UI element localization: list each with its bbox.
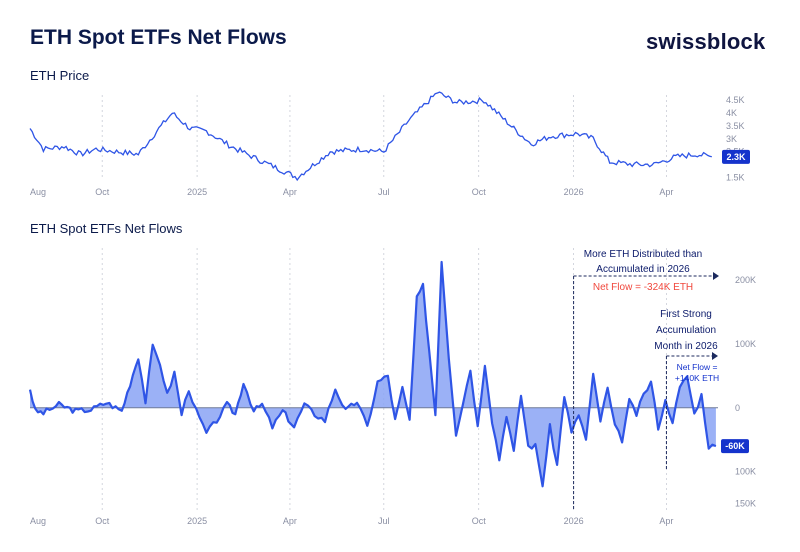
price-y-tick-label: 4K (726, 108, 737, 118)
flow-x-tick-label: Oct (472, 516, 487, 526)
annotation-apr-arrowhead (712, 352, 718, 360)
annotation-accumulation-line3: Month in 2026 (654, 341, 718, 352)
flow-y-tick-label: 200K (735, 275, 756, 285)
flow-x-tick-label: 2026 (564, 516, 584, 526)
flow-current-badge (721, 439, 749, 454)
flow-y-tick-label: 0 (735, 403, 740, 413)
price-x-tick-label: Oct (472, 187, 487, 197)
annotation-netflow-positive-line1: Net Flow = (677, 362, 718, 372)
annotation-netflow-positive-line2: +140K ETH (675, 373, 719, 383)
price-x-tick-label: Aug (30, 187, 46, 197)
flow-x-tick-label: Apr (283, 516, 297, 526)
price-x-tick-label: Apr (283, 187, 297, 197)
flow-current-label: -60K (725, 441, 745, 451)
annotation-distributed-line2: Accumulated in 2026 (596, 264, 690, 275)
flows-panel-title: ETH Spot ETFs Net Flows (30, 221, 183, 236)
flow-series-line (28, 260, 717, 488)
annotation-distributed-line1: More ETH Distributed than (584, 249, 702, 260)
price-current-label: 2.3K (726, 152, 746, 162)
annotation-accumulation-line2: Accumulation (656, 325, 716, 336)
price-x-tick-label: Oct (95, 187, 110, 197)
price-y-tick-label: 3.5K (726, 121, 745, 131)
annotation-accumulation-line1: First Strong (660, 309, 712, 320)
price-current-badge (722, 149, 750, 164)
flow-y-tick-label: 150K (735, 499, 756, 509)
price-x-tick-label: 2025 (187, 187, 207, 197)
chart-title: ETH Spot ETFs Net Flows (30, 26, 287, 49)
flow-x-tick-label: Apr (659, 516, 673, 526)
flow-x-tick-label: Jul (378, 516, 390, 526)
flow-x-tick-label: Aug (30, 516, 46, 526)
price-x-tick-label: Apr (659, 187, 673, 197)
price-x-tick-label: 2026 (564, 187, 584, 197)
annotation-netflow-negative: Net Flow = -324K ETH (593, 282, 693, 293)
flow-x-tick-label: 2025 (187, 516, 207, 526)
flow-y-tick-label: 100K (735, 467, 756, 477)
price-x-tick-label: Jul (378, 187, 390, 197)
flow-area-fill (30, 262, 716, 487)
flow-y-tick-label: 100K (735, 339, 756, 349)
annotation-2026-arrowhead (713, 272, 719, 280)
price-y-tick-label: 4.5K (726, 95, 745, 105)
price-panel-title: ETH Price (30, 68, 90, 83)
price-y-tick-label: 1.5K (726, 172, 745, 182)
flow-x-tick-label: Oct (95, 516, 110, 526)
price-series-line (29, 91, 712, 182)
price-y-tick-label: 3K (726, 134, 737, 144)
brand-logo: swissblock (646, 29, 766, 54)
